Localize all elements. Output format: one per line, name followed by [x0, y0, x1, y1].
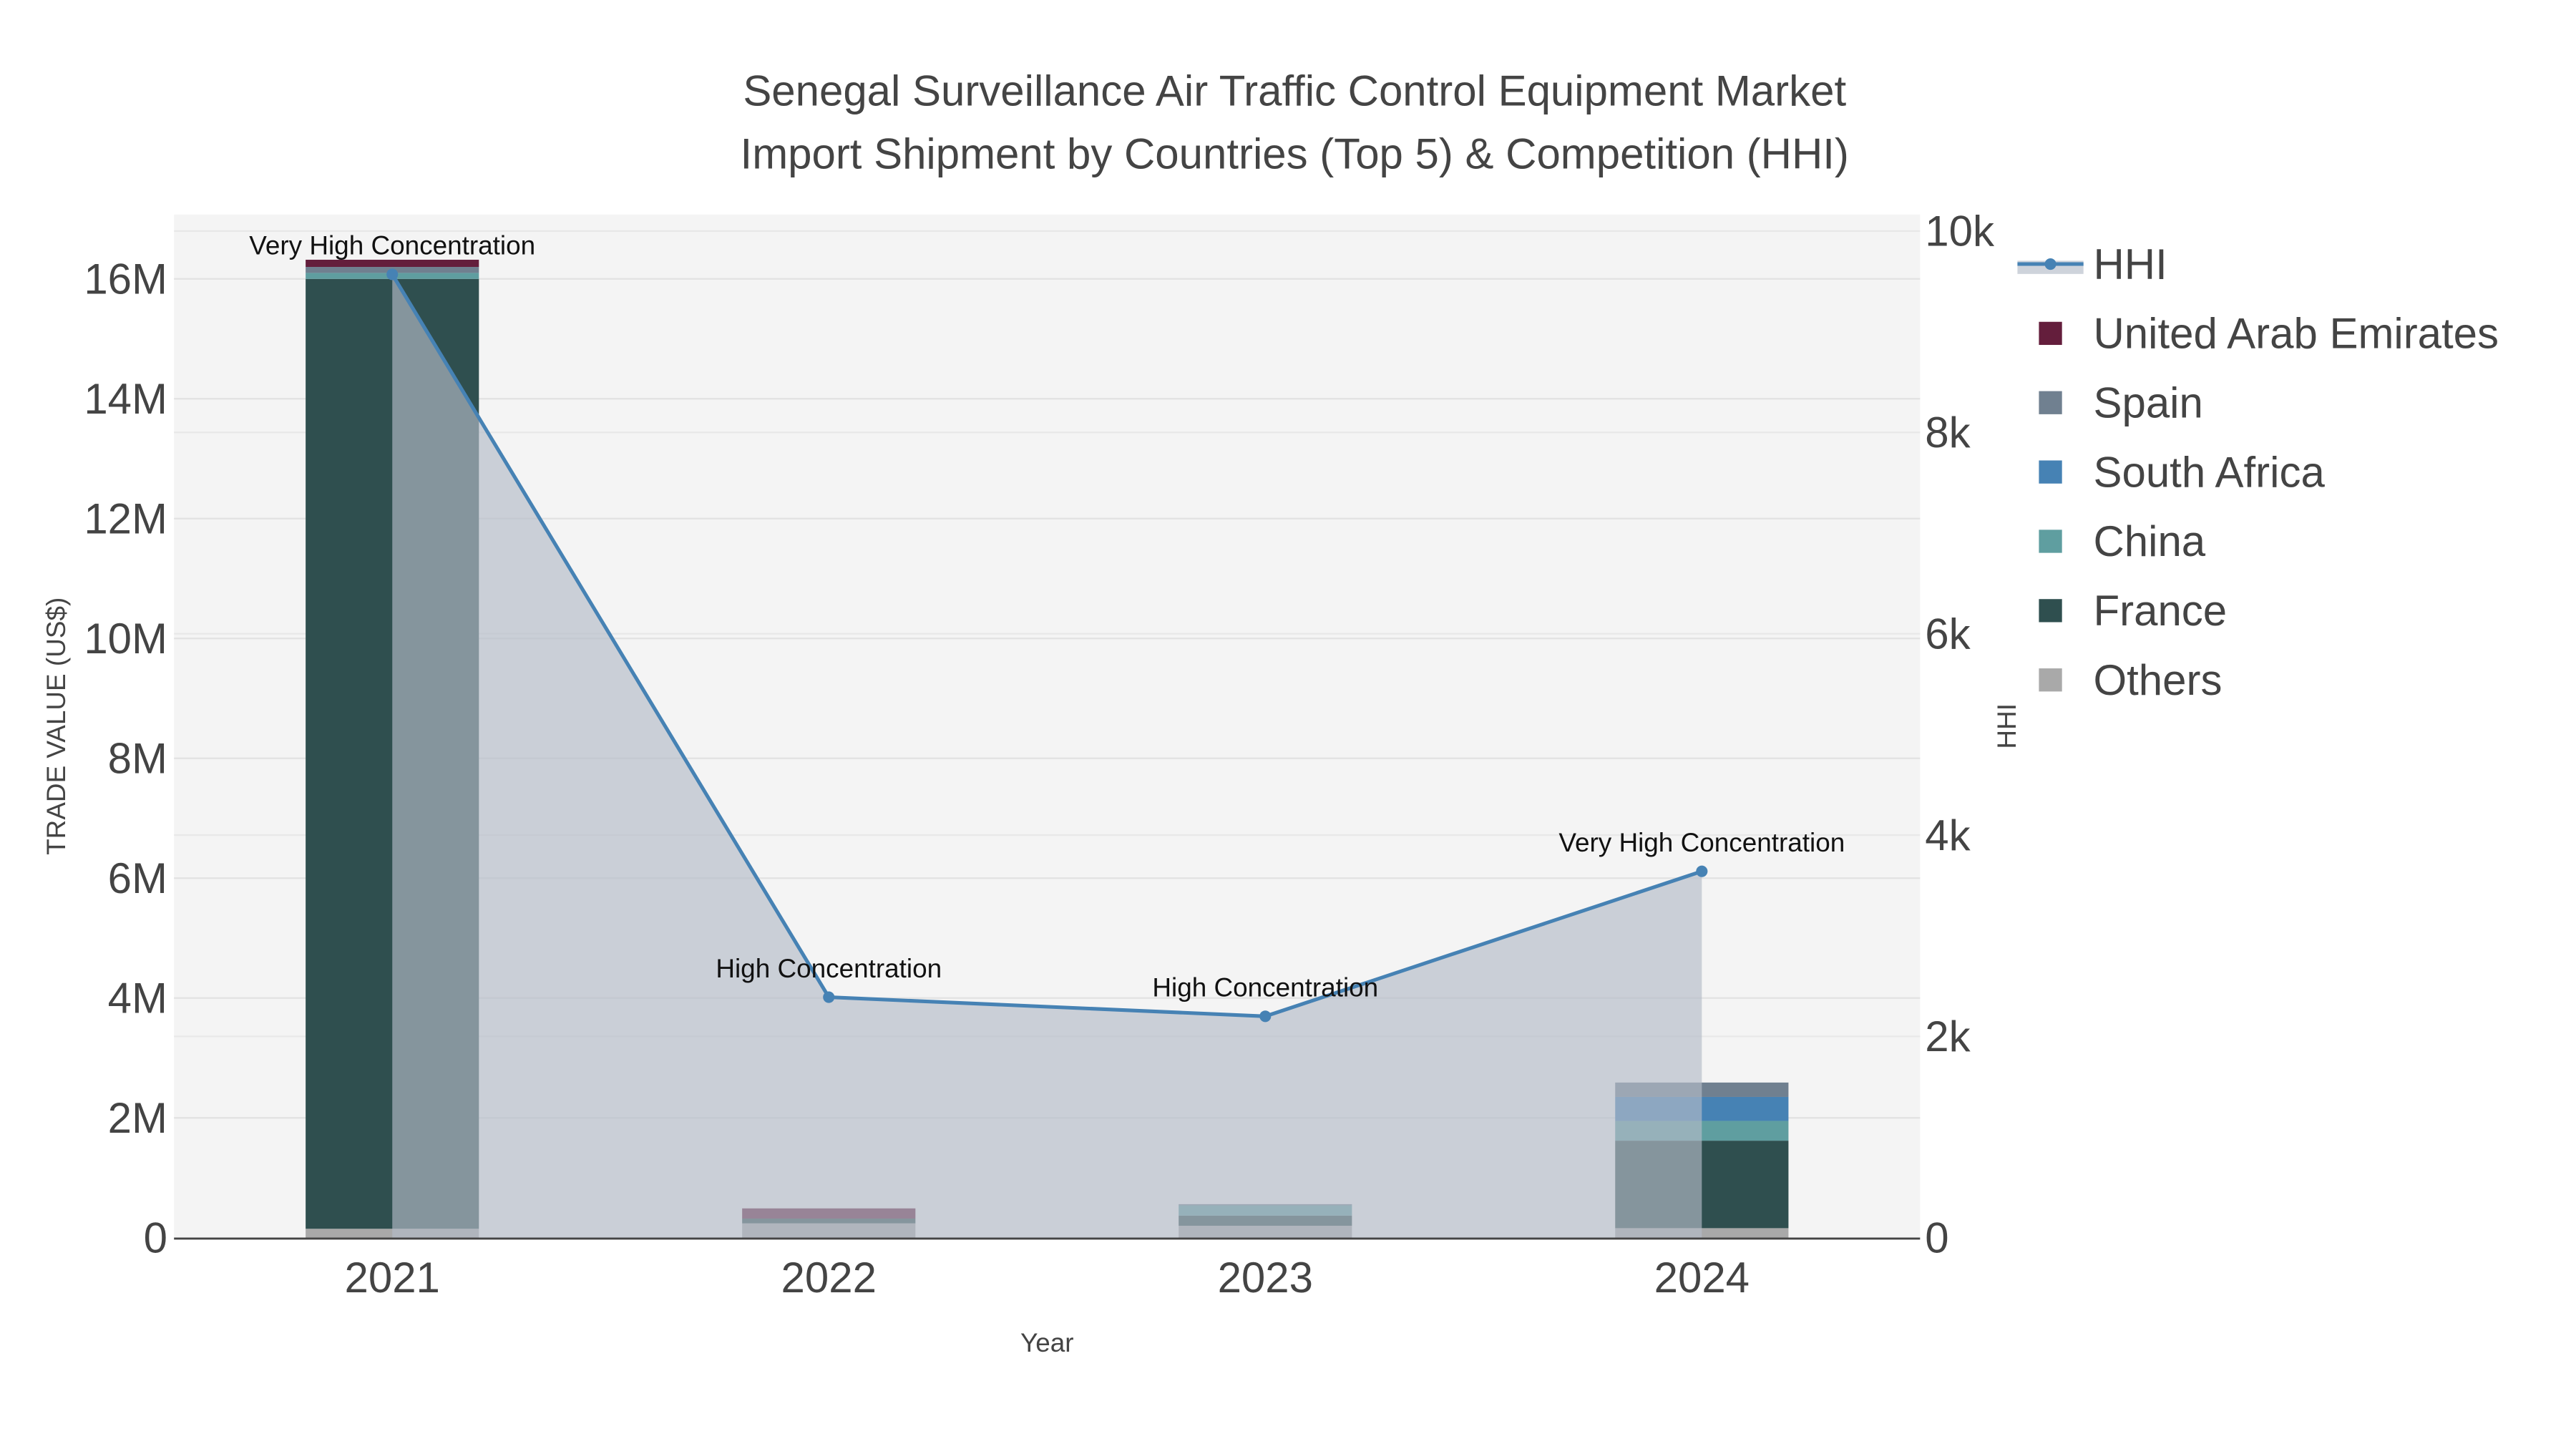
legend-label-france: France: [2094, 587, 2228, 635]
y-tick-label: 0: [144, 1214, 167, 1262]
x-tick-label: 2021: [345, 1254, 440, 1302]
hhi-point: [386, 268, 399, 280]
x-tick-label: 2024: [1654, 1254, 1750, 1302]
legend-label-hhi: HHI: [2094, 240, 2167, 288]
hhi-point: [1696, 865, 1708, 877]
y2-tick-label: 8k: [1925, 409, 1971, 457]
y-tick-label: 14M: [84, 375, 167, 423]
legend-swatch-south-africa: [2039, 460, 2062, 484]
hhi-annotation: High Concentration: [1152, 973, 1378, 1002]
y2-tick-label: 2k: [1925, 1013, 1971, 1060]
legend: HHI United Arab Emirates Spain South Africa…: [2017, 240, 2499, 704]
hhi-annotation: High Concentration: [716, 954, 942, 983]
y-tick-label: 4M: [108, 975, 167, 1023]
legend-swatch-spain: [2039, 391, 2062, 414]
y-tick-label: 2M: [108, 1094, 167, 1142]
hhi-point: [1259, 1010, 1272, 1023]
x-tick-label: 2023: [1218, 1254, 1313, 1302]
y-tick-label: 16M: [84, 255, 167, 303]
y-tick-label: 6M: [108, 854, 167, 902]
chart-subtitle: Import Shipment by Countries (Top 5) & C…: [741, 130, 1849, 177]
legend-swatch-united-arab-emirates: [2039, 321, 2062, 346]
legend-swatch-china: [2039, 530, 2062, 553]
chart-title: Senegal Surveillance Air Traffic Control…: [743, 67, 1846, 115]
hhi-annotation: Very High Concentration: [249, 231, 535, 260]
y-tick-label: 12M: [84, 495, 167, 543]
legend-label-spain: Spain: [2094, 379, 2203, 427]
legend-hhi-marker: [2044, 258, 2057, 270]
hhi-line: [391, 273, 1703, 1018]
y-tick-label: 8M: [108, 735, 167, 783]
y2-tick-label: 10k: [1925, 208, 1995, 255]
legend-swatch-others: [2039, 668, 2062, 692]
hhi-point: [823, 991, 835, 1003]
y-axis-ticks: 0 2M 4M 6M 8M 10M 12M 14M 16M: [84, 255, 167, 1262]
bar-united-arab-emirates-2021: [306, 259, 479, 268]
y2-tick-label: 6k: [1925, 610, 1971, 658]
x-tick-label: 2022: [781, 1254, 877, 1302]
y2-axis-ticks: 0 2k 4k 6k 8k 10k: [1925, 208, 1995, 1262]
y2-axis-label: HHI: [1992, 703, 2021, 749]
y2-tick-label: 4k: [1925, 811, 1971, 859]
legend-label-south-africa: South Africa: [2094, 448, 2326, 496]
x-axis-label: Year: [1020, 1328, 1074, 1357]
legend-label-united-arab-emirates: United Arab Emirates: [2094, 310, 2499, 358]
hhi-series: Very High Concentration High Concentratio…: [249, 231, 1845, 1238]
hhi-area: [392, 274, 1702, 1238]
y-tick-label: 10M: [84, 615, 167, 663]
x-axis-ticks: 2021 2022 2023 2024: [345, 1254, 1750, 1302]
legend-swatch-france: [2039, 599, 2062, 623]
y2-tick-label: 0: [1925, 1214, 1948, 1262]
hhi-annotation: Very High Concentration: [1558, 828, 1845, 857]
legend-label-china: China: [2094, 517, 2206, 565]
legend-label-others: Others: [2094, 656, 2223, 704]
y-axis-label: TRADE VALUE (US$): [42, 597, 71, 855]
